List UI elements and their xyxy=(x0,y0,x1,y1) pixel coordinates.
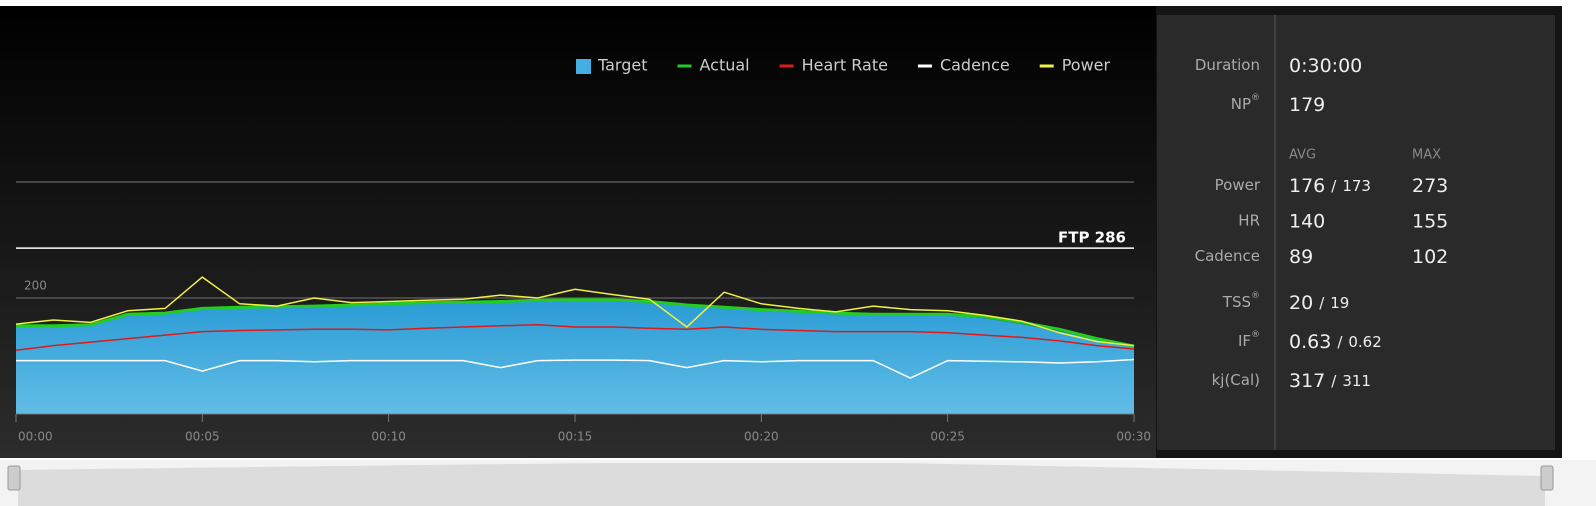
stat-value-sub: 19 xyxy=(1330,294,1349,312)
series-line xyxy=(16,358,1135,379)
navigator-handle[interactable] xyxy=(7,465,21,491)
stat-label-text: kj(Cal) xyxy=(1212,371,1260,389)
stat-label: Power xyxy=(1215,176,1261,194)
legend-label: Power xyxy=(1062,56,1111,75)
stat-value: 20 / 19 xyxy=(1289,292,1349,314)
stat-value-sep: / xyxy=(1331,372,1337,390)
stat-label-text: Cadence xyxy=(1195,247,1260,265)
stat-value: 155 xyxy=(1412,210,1448,232)
stat-label-text: Power xyxy=(1215,176,1261,194)
navigator-handle[interactable] xyxy=(1540,465,1554,491)
x-tick-label: 00:10 xyxy=(371,430,406,444)
stat-value-main: 89 xyxy=(1289,246,1313,268)
stat-value-sub: 173 xyxy=(1342,177,1371,195)
stat-label-text: NP xyxy=(1231,95,1251,113)
stat-label: Cadence xyxy=(1195,247,1260,265)
stat-label-mark: ® xyxy=(1251,291,1260,301)
stat-value-sep: / xyxy=(1337,333,1343,351)
stat-value: 0:30:00 xyxy=(1289,55,1362,77)
stat-value-main: 0.63 xyxy=(1289,331,1331,353)
stat-value-sep: / xyxy=(1319,294,1325,312)
stat-value-main: 140 xyxy=(1289,210,1325,232)
stat-value: 0.63 / 0.62 xyxy=(1289,331,1382,353)
stat-value: 176 / 173 xyxy=(1289,175,1371,197)
stat-value: 89 xyxy=(1289,246,1313,268)
stat-label: IF® xyxy=(1238,330,1260,350)
stat-value-main: 0:30:00 xyxy=(1289,55,1362,77)
stat-label-mark: ® xyxy=(1251,330,1260,340)
stat-value-sep: / xyxy=(1331,177,1337,195)
stat-header: AVG xyxy=(1289,148,1316,163)
stat-label: TSS® xyxy=(1222,291,1260,311)
plot: 200 FTP 286 00:00 00:05 00:10 00:15 00:20 00:25… xyxy=(15,56,1151,444)
stat-label: Duration xyxy=(1195,56,1260,74)
legend-label: Cadence xyxy=(940,56,1010,75)
stat-value-main: 20 xyxy=(1289,292,1313,314)
x-tick-label: 00:15 xyxy=(558,430,593,444)
stat-value-main: 176 xyxy=(1289,175,1325,197)
legend-label: Heart Rate xyxy=(802,56,888,75)
stat-value: 273 xyxy=(1412,175,1448,197)
x-tick-label: 00:00 xyxy=(18,430,53,444)
stat-value: 140 xyxy=(1289,210,1325,232)
stat-label: kj(Cal) xyxy=(1212,371,1260,389)
legend-label: Target xyxy=(597,56,648,75)
stat-value-sub: 311 xyxy=(1342,372,1371,390)
stat-label: NP® xyxy=(1231,93,1260,113)
stat-value: 102 xyxy=(1412,246,1448,268)
stat-value: 179 xyxy=(1289,94,1325,116)
x-tick-label: 00:30 xyxy=(1116,430,1151,444)
stat-header: MAX xyxy=(1412,148,1441,163)
stat-value-main: 102 xyxy=(1412,246,1448,268)
ftp-label: FTP 286 xyxy=(1058,229,1126,247)
stat-label-text: TSS xyxy=(1222,293,1251,311)
y-tick-label: 200 xyxy=(24,279,47,293)
stat-label-text: Duration xyxy=(1195,56,1260,74)
x-tick-label: 00:25 xyxy=(930,430,965,444)
legend-label: Actual xyxy=(700,56,750,75)
series-line xyxy=(15,276,1135,347)
navigator-area xyxy=(18,463,1545,506)
legend-swatch xyxy=(576,59,591,74)
stat-label-text: IF xyxy=(1238,332,1251,350)
stat-label-text: HR xyxy=(1238,211,1260,229)
x-tick-label: 00:20 xyxy=(744,430,779,444)
x-tick-label: 00:05 xyxy=(185,430,220,444)
stat-label-mark: ® xyxy=(1251,93,1260,103)
stat-label: HR xyxy=(1238,211,1260,229)
series-line xyxy=(15,323,1135,351)
stat-value: 317 / 311 xyxy=(1289,370,1371,392)
stat-value-main: 273 xyxy=(1412,175,1448,197)
stat-value-sub: 0.62 xyxy=(1348,333,1381,351)
target-area xyxy=(16,300,1134,414)
stats-panel xyxy=(1157,15,1555,450)
series-line xyxy=(16,298,1135,348)
stat-value-main: 317 xyxy=(1289,370,1325,392)
stat-value-main: 155 xyxy=(1412,210,1448,232)
stat-value-main: 179 xyxy=(1289,94,1325,116)
